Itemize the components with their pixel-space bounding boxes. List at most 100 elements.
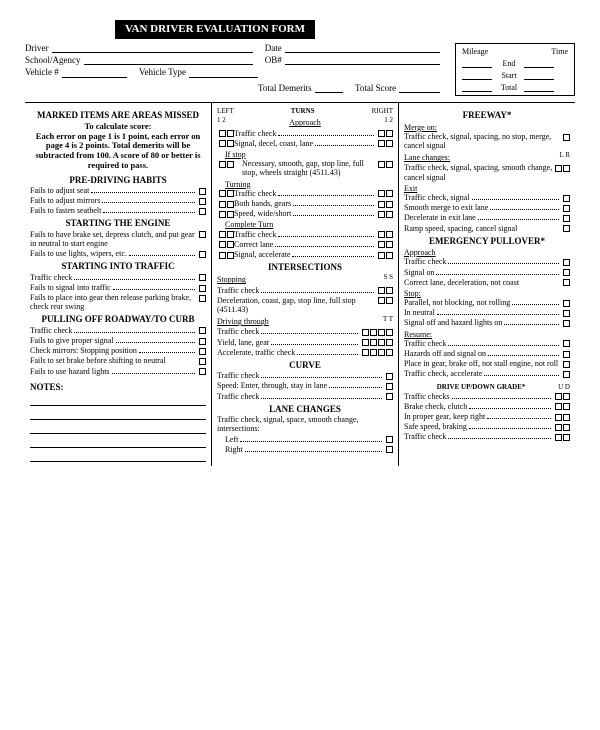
checkbox[interactable] [227,241,234,248]
checkbox[interactable] [386,231,393,238]
checkbox[interactable] [219,130,226,137]
checkbox[interactable] [555,414,562,421]
checkbox[interactable] [227,161,234,168]
checkbox[interactable] [227,140,234,147]
notes-line[interactable] [30,396,206,406]
field-time-total[interactable] [524,84,554,92]
checkbox[interactable] [563,269,570,276]
checkbox[interactable] [378,201,385,208]
checkbox[interactable] [199,358,206,365]
checkbox[interactable] [199,368,206,375]
notes-line[interactable] [30,438,206,448]
checkbox[interactable] [219,241,226,248]
checkbox[interactable] [219,201,226,208]
checkbox[interactable] [378,130,385,137]
notes-line[interactable] [30,452,206,462]
checkbox[interactable] [555,403,562,410]
checkbox[interactable] [555,424,562,431]
checkbox[interactable] [199,251,206,258]
field-time-start[interactable] [524,72,554,80]
field-driver[interactable] [52,43,253,53]
checkbox[interactable] [199,285,206,292]
checkbox[interactable] [386,436,393,443]
notes-line[interactable] [30,410,206,420]
checkbox[interactable] [555,434,562,441]
checkbox[interactable] [362,329,369,336]
checkbox[interactable] [563,371,570,378]
checkbox[interactable] [563,414,570,421]
field-mileage-start[interactable] [462,72,492,80]
checkbox[interactable] [563,195,570,202]
checkbox[interactable] [386,140,393,147]
checkbox[interactable] [219,140,226,147]
field-mileage-end[interactable] [462,60,492,68]
checkbox[interactable] [555,393,562,400]
checkbox[interactable] [370,329,377,336]
checkbox[interactable] [370,349,377,356]
checkbox[interactable] [386,211,393,218]
checkbox[interactable] [378,211,385,218]
checkbox[interactable] [227,130,234,137]
checkbox[interactable] [219,231,226,238]
checkbox[interactable] [563,225,570,232]
checkbox[interactable] [563,340,570,347]
checkbox[interactable] [378,252,385,259]
checkbox[interactable] [378,241,385,248]
checkbox[interactable] [219,190,226,197]
checkbox[interactable] [563,424,570,431]
checkbox[interactable] [386,349,393,356]
checkbox[interactable] [219,161,226,168]
checkbox[interactable] [563,279,570,286]
field-vehicle-num[interactable] [62,68,127,78]
checkbox[interactable] [555,165,562,172]
checkbox[interactable] [386,329,393,336]
checkbox[interactable] [378,339,385,346]
checkbox[interactable] [378,190,385,197]
checkbox[interactable] [362,349,369,356]
checkbox[interactable] [227,190,234,197]
checkbox[interactable] [227,231,234,238]
checkbox[interactable] [370,339,377,346]
checkbox[interactable] [378,349,385,356]
checkbox[interactable] [378,297,385,304]
field-score[interactable] [399,83,440,93]
checkbox[interactable] [199,208,206,215]
checkbox[interactable] [563,259,570,266]
field-demerits[interactable] [315,83,343,93]
checkbox[interactable] [386,393,393,400]
checkbox[interactable] [199,188,206,195]
checkbox[interactable] [227,252,234,259]
checkbox[interactable] [563,403,570,410]
checkbox[interactable] [386,297,393,304]
checkbox[interactable] [563,351,570,358]
checkbox[interactable] [378,329,385,336]
field-date[interactable] [285,43,440,53]
checkbox[interactable] [563,205,570,212]
checkbox[interactable] [199,231,206,238]
checkbox[interactable] [386,339,393,346]
checkbox[interactable] [563,300,570,307]
checkbox[interactable] [386,383,393,390]
checkbox[interactable] [199,274,206,281]
field-obi[interactable] [285,55,440,65]
checkbox[interactable] [199,327,206,334]
checkbox[interactable] [219,252,226,259]
checkbox[interactable] [378,287,385,294]
checkbox[interactable] [386,252,393,259]
field-time-end[interactable] [524,60,554,68]
checkbox[interactable] [563,320,570,327]
checkbox[interactable] [219,211,226,218]
checkbox[interactable] [199,338,206,345]
checkbox[interactable] [386,287,393,294]
checkbox[interactable] [199,295,206,302]
checkbox[interactable] [386,161,393,168]
checkbox[interactable] [199,348,206,355]
checkbox[interactable] [386,373,393,380]
field-mileage-total[interactable] [462,84,492,92]
checkbox[interactable] [386,130,393,137]
field-vehicle-type[interactable] [189,68,258,78]
checkbox[interactable] [563,434,570,441]
checkbox[interactable] [563,215,570,222]
checkbox[interactable] [378,161,385,168]
checkbox[interactable] [199,198,206,205]
